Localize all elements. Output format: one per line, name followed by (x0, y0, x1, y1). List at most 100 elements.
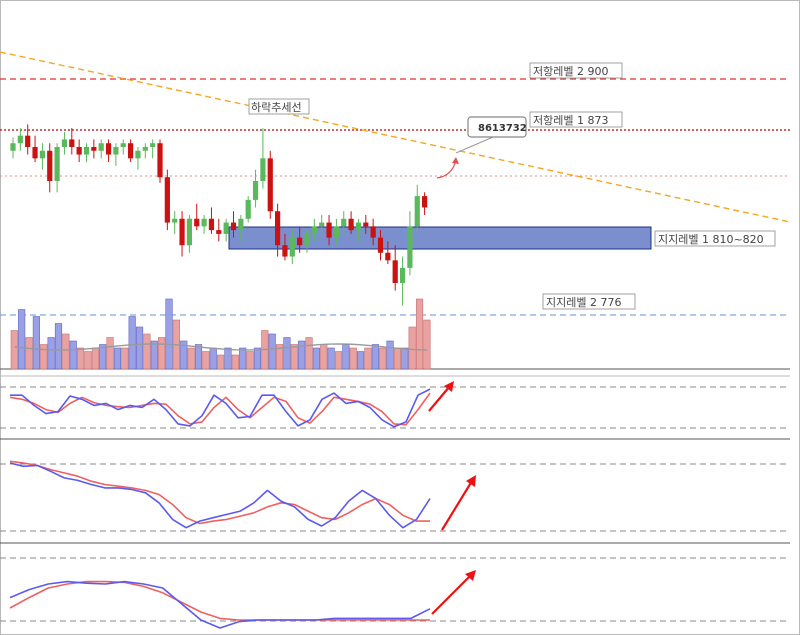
volume-bar (47, 337, 55, 370)
candle-body (17, 135, 23, 144)
svg-text:저항레벨 2 900: 저항레벨 2 900 (533, 65, 608, 78)
candle-body (91, 147, 97, 151)
volume-bar (180, 340, 188, 370)
candle-body (282, 245, 288, 257)
candle-body (230, 222, 237, 231)
volume-bar (327, 347, 335, 370)
volume-bar (408, 326, 416, 370)
volume-bar (69, 340, 77, 370)
volume-bar (393, 347, 402, 370)
candle-body (333, 226, 339, 238)
candle-body (348, 218, 354, 231)
bounce-arrow-head (452, 157, 459, 164)
volume-bar (268, 333, 276, 370)
volume-bar (77, 347, 85, 370)
candle-body (69, 139, 75, 147)
candle-body (172, 218, 178, 223)
candle-body (135, 150, 141, 159)
svg-text:지지레벨 2 776: 지지레벨 2 776 (546, 296, 621, 309)
candle-body (407, 226, 413, 268)
volume-bar (290, 344, 298, 370)
support-1-label: 지지레벨 1 810~820 (654, 230, 776, 247)
volume-bar (401, 347, 409, 370)
candle-body (341, 218, 347, 227)
candle-body (414, 196, 420, 227)
candle-body (267, 158, 273, 212)
candle-body (319, 222, 325, 227)
svg-text:하락추세선: 하락추세선 (251, 100, 302, 114)
candle-body (128, 143, 134, 159)
candle-body (422, 196, 428, 208)
candle-body (311, 226, 317, 234)
volume-bar (91, 347, 99, 370)
volume-bar (143, 333, 151, 370)
volume-bar (334, 351, 343, 370)
volume-bar (342, 344, 350, 370)
candle-body (355, 222, 362, 231)
candle-body (260, 158, 266, 181)
candle-body (326, 222, 332, 238)
oscillator-1-slow-line (9, 392, 431, 426)
candle-body (10, 143, 16, 151)
candle-body (208, 218, 215, 231)
volume-bar (357, 351, 365, 370)
candle-body (157, 143, 163, 178)
volume-bar (386, 340, 394, 370)
candle-body (54, 147, 60, 181)
svg-text:지지레벨 1 810~820: 지지레벨 1 810~820 (658, 233, 764, 246)
volume-bar (305, 337, 313, 370)
candle-body (98, 143, 104, 151)
volume-bar (187, 347, 195, 370)
candle-body (370, 226, 376, 238)
candle-body (76, 147, 82, 155)
oscillator-3-fast-line (9, 580, 431, 629)
candle-body (275, 211, 281, 246)
candle-body (363, 222, 369, 227)
candle-body (105, 143, 112, 155)
volume-moving-average (14, 343, 428, 351)
candle-body (120, 143, 126, 147)
volume-bar (18, 309, 26, 370)
oscillator-series (9, 388, 431, 629)
volume-bar (371, 344, 379, 370)
volume-bar (32, 316, 40, 370)
resistance-2-label: 저항레벨 2 900 (529, 62, 623, 79)
volume-bar (312, 347, 320, 370)
candle-body (142, 147, 148, 151)
candle-body (25, 135, 31, 147)
volume-bar (379, 347, 387, 370)
volume-bar (135, 326, 144, 370)
candle-body (39, 150, 45, 159)
candle-body (61, 139, 68, 147)
volume-bar (150, 340, 158, 370)
support-2-label: 지지레벨 2 776 (542, 293, 636, 310)
price-callout: 8613732 (455, 116, 527, 154)
candle-body (164, 177, 170, 223)
volume-bar (224, 347, 232, 370)
candle-body (304, 233, 310, 246)
candle-body (201, 218, 207, 227)
volume-bar (84, 351, 92, 370)
volume-bar (364, 347, 372, 370)
volume-series (10, 298, 431, 370)
volume-bar (209, 347, 217, 370)
candle-body (252, 181, 259, 200)
candle-body (392, 260, 398, 283)
volume-bar (194, 344, 203, 370)
candle-body (223, 222, 229, 234)
candle-body (179, 218, 185, 246)
volume-bar (217, 354, 225, 370)
volume-bar (40, 344, 48, 370)
candle-body (245, 199, 251, 219)
volume-bar (239, 347, 247, 370)
candle-body (289, 237, 295, 257)
candle-body (216, 230, 222, 234)
oscillator-2-slow-line (9, 460, 430, 525)
volume-bar (349, 347, 357, 370)
volume-bar (158, 337, 166, 370)
candle-body (47, 150, 53, 181)
candle-body (113, 147, 119, 155)
candle-body (186, 218, 192, 246)
volume-bar (54, 323, 63, 370)
candle-body (32, 147, 38, 159)
